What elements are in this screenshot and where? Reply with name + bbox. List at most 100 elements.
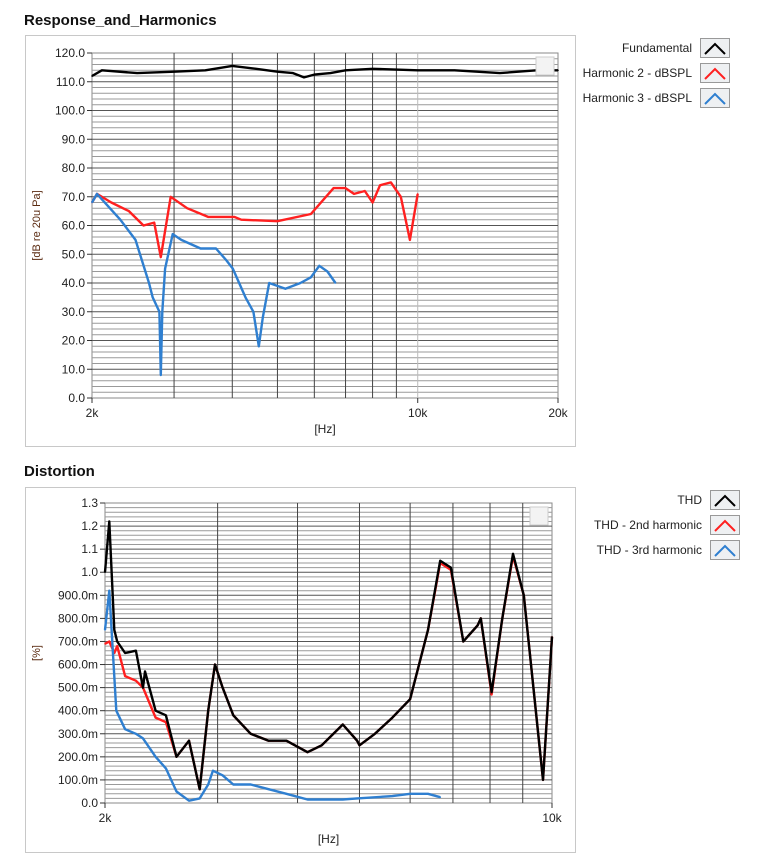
- data-point: [160, 256, 162, 258]
- data-point: [207, 783, 209, 786]
- data-point: [225, 259, 227, 261]
- legend-label: THD - 2nd harmonic: [593, 517, 702, 532]
- data-point: [116, 640, 119, 643]
- data-point: [462, 640, 465, 643]
- plot-style-icon[interactable]: [700, 37, 730, 58]
- data-point: [199, 247, 202, 250]
- data-point: [453, 69, 456, 72]
- data-point: [400, 195, 402, 198]
- series-line-harmonic-2-dbspl: [90, 181, 419, 259]
- plot-style-icon[interactable]: [710, 539, 740, 560]
- data-point: [332, 187, 335, 189]
- data-point: [128, 210, 130, 212]
- data-point: [101, 69, 103, 72]
- plot-style-icon[interactable]: [710, 514, 740, 535]
- data-point: [268, 282, 270, 284]
- data-point: [326, 270, 329, 273]
- y-tick-label: 1.3: [81, 496, 98, 510]
- y-tick-label: 80.0: [62, 161, 86, 175]
- data-point: [119, 218, 122, 221]
- data-point: [344, 187, 347, 189]
- data-point: [134, 239, 137, 241]
- data-point: [169, 195, 172, 198]
- graph-palette-icon[interactable]: [529, 506, 549, 526]
- y-tick-label: 90.0: [62, 132, 86, 146]
- y-axis-label: [%]: [31, 645, 43, 661]
- distortion-chart: 0.0 100.0m 200.0m 300.0m 400.0m 500.0m 600.0m 7…: [31, 496, 563, 846]
- data-point: [356, 797, 358, 800]
- data-point: [173, 70, 175, 73]
- data-point: [158, 310, 161, 313]
- graph-palette-icon[interactable]: [535, 56, 555, 76]
- legend-item-harmonic-3[interactable]: Harmonic 3 - dBSPL: [575, 85, 730, 110]
- data-point: [115, 709, 118, 712]
- data-point: [257, 345, 260, 348]
- data-point: [153, 221, 156, 224]
- data-point: [299, 282, 302, 284]
- data-point: [136, 72, 138, 74]
- data-point: [180, 239, 183, 241]
- data-point: [113, 629, 116, 631]
- data-point: [490, 693, 493, 696]
- data-point: [341, 798, 344, 801]
- data-point: [409, 698, 411, 700]
- data-point: [344, 69, 347, 72]
- data-point: [416, 193, 419, 195]
- data-point: [175, 756, 178, 758]
- data-point: [233, 216, 236, 218]
- data-point: [252, 310, 255, 313]
- legend-item-fundamental[interactable]: Fundamental: [575, 35, 730, 60]
- y-tick-label: 0.0: [81, 796, 98, 810]
- data-point: [240, 218, 242, 221]
- data-point: [285, 792, 288, 795]
- data-point: [207, 709, 209, 712]
- data-point: [165, 714, 167, 717]
- data-point: [390, 181, 392, 184]
- data-point: [427, 792, 429, 795]
- legend-item-harmonic-2[interactable]: Harmonic 2 - dBSPL: [575, 60, 730, 85]
- data-point: [116, 645, 119, 647]
- data-point: [212, 769, 214, 772]
- data-point: [204, 69, 207, 72]
- y-tick-label: 1.2: [81, 519, 98, 533]
- data-point: [108, 640, 111, 643]
- legend-item-thd-2nd[interactable]: THD - 2nd harmonic: [575, 512, 740, 537]
- data-point: [135, 649, 137, 652]
- data-point: [379, 184, 381, 187]
- data-point: [320, 744, 323, 747]
- data-point: [188, 799, 190, 802]
- data-point: [151, 296, 154, 299]
- legend-item-thd-3rd[interactable]: THD - 3rd harmonic: [575, 537, 740, 562]
- plot-style-icon[interactable]: [710, 489, 740, 510]
- y-tick-label: 50.0: [62, 247, 86, 261]
- y-tick-label: 400.0m: [58, 704, 98, 718]
- y-tick-label: 0.0: [68, 391, 85, 405]
- data-point: [124, 675, 126, 677]
- plot-style-icon[interactable]: [700, 87, 730, 108]
- y-tick-label: 500.0m: [58, 681, 98, 695]
- data-point: [148, 282, 150, 284]
- data-point: [476, 624, 479, 627]
- data-point: [341, 723, 344, 726]
- chart-title-distortion: Distortion: [24, 463, 95, 480]
- data-point: [334, 282, 337, 284]
- plot-style-icon[interactable]: [700, 62, 730, 83]
- data-point: [353, 193, 355, 195]
- x-tick-label: 2k: [99, 811, 113, 825]
- data-point: [232, 783, 235, 786]
- y-tick-label: 120.0: [55, 46, 85, 60]
- data-point: [374, 732, 376, 735]
- y-tick-label: 30.0: [62, 305, 86, 319]
- data-point: [416, 69, 419, 72]
- data-point: [160, 374, 162, 376]
- data-point: [267, 739, 270, 742]
- chart-title-response: Response_and_Harmonics: [24, 12, 217, 29]
- data-point: [232, 714, 235, 717]
- data-point: [261, 316, 264, 319]
- legend-label: THD - 3rd harmonic: [596, 542, 702, 557]
- data-point: [439, 559, 442, 562]
- data-point: [142, 737, 144, 740]
- data-point: [313, 73, 316, 76]
- legend-item-thd[interactable]: THD: [575, 487, 740, 512]
- data-point: [480, 617, 482, 620]
